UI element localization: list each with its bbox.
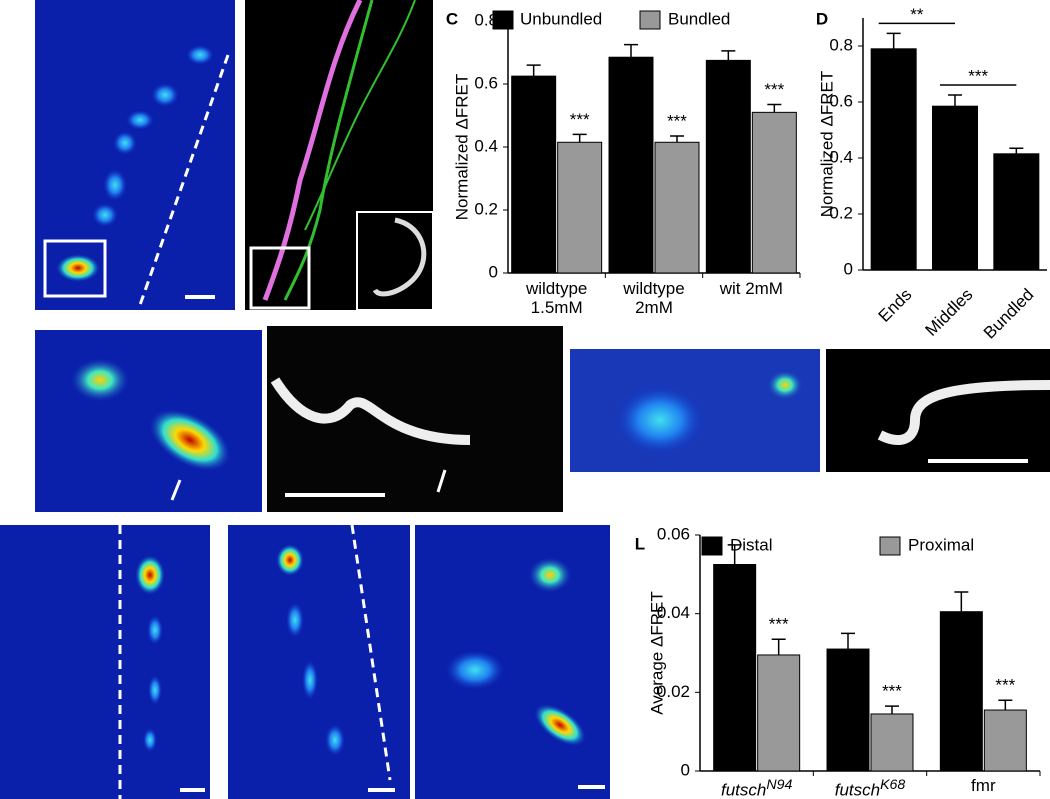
bar	[608, 56, 654, 274]
bar	[993, 153, 1040, 271]
bar	[757, 654, 801, 772]
y-tick-label: 0.8	[829, 35, 853, 54]
bar	[939, 611, 983, 772]
y-axis-label: Average ΔFRET	[647, 591, 666, 714]
bar	[932, 105, 978, 271]
y-tick-label: 0	[844, 259, 853, 278]
y-tick-label: 0.06	[657, 524, 690, 543]
x-tick-superscript: K68	[880, 777, 906, 793]
legend-label: Unbundled	[520, 9, 602, 28]
y-tick-label: 0	[681, 760, 690, 779]
bar	[870, 48, 917, 271]
bar	[654, 141, 700, 274]
legend-swatch	[639, 10, 661, 30]
bar	[705, 59, 751, 274]
panel-label: D	[816, 9, 828, 28]
error-bar	[727, 544, 742, 565]
x-tick-label: wildtype 1.5mM	[525, 279, 588, 317]
error-bar	[1009, 147, 1024, 154]
error-bar	[670, 135, 684, 143]
significance: ***	[968, 66, 988, 85]
bar	[983, 709, 1027, 772]
y-tick-label: 0.04	[657, 603, 690, 622]
significance: ***	[769, 615, 789, 634]
x-tick-label: fmr	[971, 776, 996, 795]
bar	[870, 713, 914, 772]
legend-swatch	[492, 10, 514, 30]
error-bar	[998, 699, 1013, 711]
y-tick-label: 0.4	[829, 147, 853, 166]
error-bar	[954, 591, 969, 612]
error-bar	[572, 133, 587, 143]
error-bar	[885, 705, 899, 714]
bar	[751, 111, 797, 274]
x-tick-label: futschN94	[720, 777, 793, 799]
error-bar	[886, 32, 901, 49]
legend-swatch	[701, 536, 723, 556]
y-axis-label: Normalized ΔFRET	[817, 71, 836, 217]
y-tick-label: 0.6	[474, 73, 498, 92]
significance: ***	[667, 111, 687, 130]
legend-label: Distal	[730, 535, 773, 554]
legend-label: Proximal	[908, 535, 974, 554]
significance: ***	[764, 80, 784, 99]
x-tick-superscript: N94	[766, 777, 793, 793]
legend-swatch	[879, 536, 901, 556]
x-tick-label: wildtype 2mM	[623, 279, 685, 317]
error-bar	[948, 94, 962, 107]
panel-label: C	[446, 9, 458, 28]
significance: ***	[570, 110, 590, 129]
error-bar	[526, 64, 541, 77]
x-tick-label: wit 2mM	[719, 279, 783, 298]
legend-label: Bundled	[668, 9, 730, 28]
bar	[826, 648, 870, 772]
error-bar	[721, 50, 736, 61]
error-bar	[841, 632, 855, 650]
error-bar	[624, 43, 638, 58]
significance: **	[910, 5, 924, 24]
error-bar	[767, 103, 782, 113]
y-tick-label: 0.4	[474, 136, 498, 155]
y-tick-label: 0.2	[829, 203, 853, 222]
y-tick-label: 0	[489, 262, 498, 281]
y-axis-label: Normalized ΔFRET	[452, 74, 471, 220]
y-tick-label: 0.2	[474, 199, 498, 218]
bar	[557, 141, 603, 274]
y-tick-label: 0.6	[829, 91, 853, 110]
y-tick-label: 0.02	[657, 682, 690, 701]
y-tick-label: 0.8	[474, 10, 498, 29]
error-bar	[771, 638, 786, 655]
significance: ***	[995, 676, 1015, 695]
significance: ***	[882, 682, 902, 701]
bar	[511, 75, 557, 274]
bar	[713, 564, 757, 772]
panel-label: L	[635, 534, 645, 553]
x-tick-label: futschK68	[834, 777, 906, 799]
